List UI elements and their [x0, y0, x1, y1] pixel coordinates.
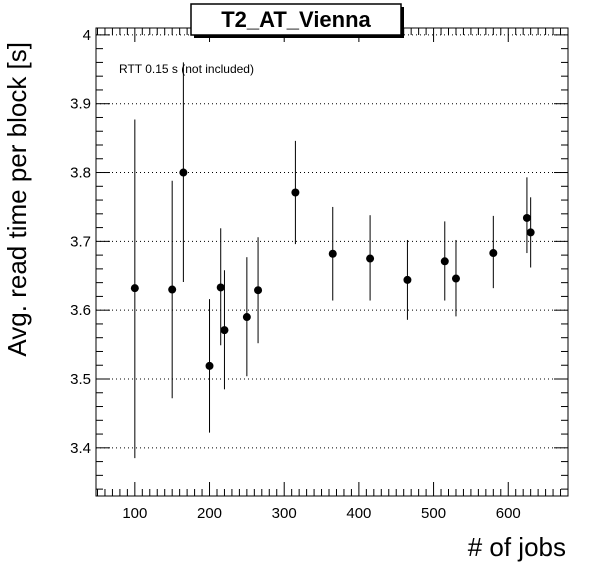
x-tick-label: 400: [346, 505, 371, 522]
data-point-3: [205, 361, 214, 370]
data-point-13: [451, 274, 460, 283]
data-point-14: [489, 249, 498, 258]
data-point-7: [254, 286, 263, 295]
data-point-15: [522, 213, 531, 222]
data-point-5: [220, 326, 229, 335]
data-points: [130, 62, 535, 459]
x-tick-label: 200: [197, 505, 222, 522]
data-point-1: [168, 285, 177, 294]
data-point-12: [440, 257, 449, 266]
chart-title: T2_AT_Vienna: [221, 7, 371, 32]
x-tick-label: 100: [122, 505, 147, 522]
data-point-2: [179, 168, 188, 177]
y-tick-label: 4: [83, 27, 91, 44]
data-point-10: [366, 254, 375, 263]
y-tick-label: 3.7: [70, 233, 91, 250]
y-axis-title: Avg. read time per block [s]: [2, 42, 32, 357]
y-tick-label: 3.9: [70, 96, 91, 113]
x-axis-title: # of jobs: [468, 532, 566, 562]
data-point-4: [216, 283, 225, 292]
y-tick-label: 3.4: [70, 440, 91, 457]
annotation-text: RTT 0.15 s (not included): [119, 62, 254, 76]
data-point-6: [242, 313, 251, 322]
y-tick-label: 3.5: [70, 371, 91, 388]
y-tick-label: 3.6: [70, 302, 91, 319]
data-point-8: [291, 188, 300, 197]
data-point-16: [526, 228, 535, 237]
x-tick-label: 500: [421, 505, 446, 522]
title-box: T2_AT_Vienna: [190, 3, 404, 38]
x-tick-label: 600: [496, 505, 521, 522]
data-point-9: [328, 249, 337, 258]
data-point-11: [403, 275, 412, 284]
y-tick-label: 3.8: [70, 165, 91, 182]
x-tick-label: 300: [272, 505, 297, 522]
data-point-0: [130, 284, 139, 293]
